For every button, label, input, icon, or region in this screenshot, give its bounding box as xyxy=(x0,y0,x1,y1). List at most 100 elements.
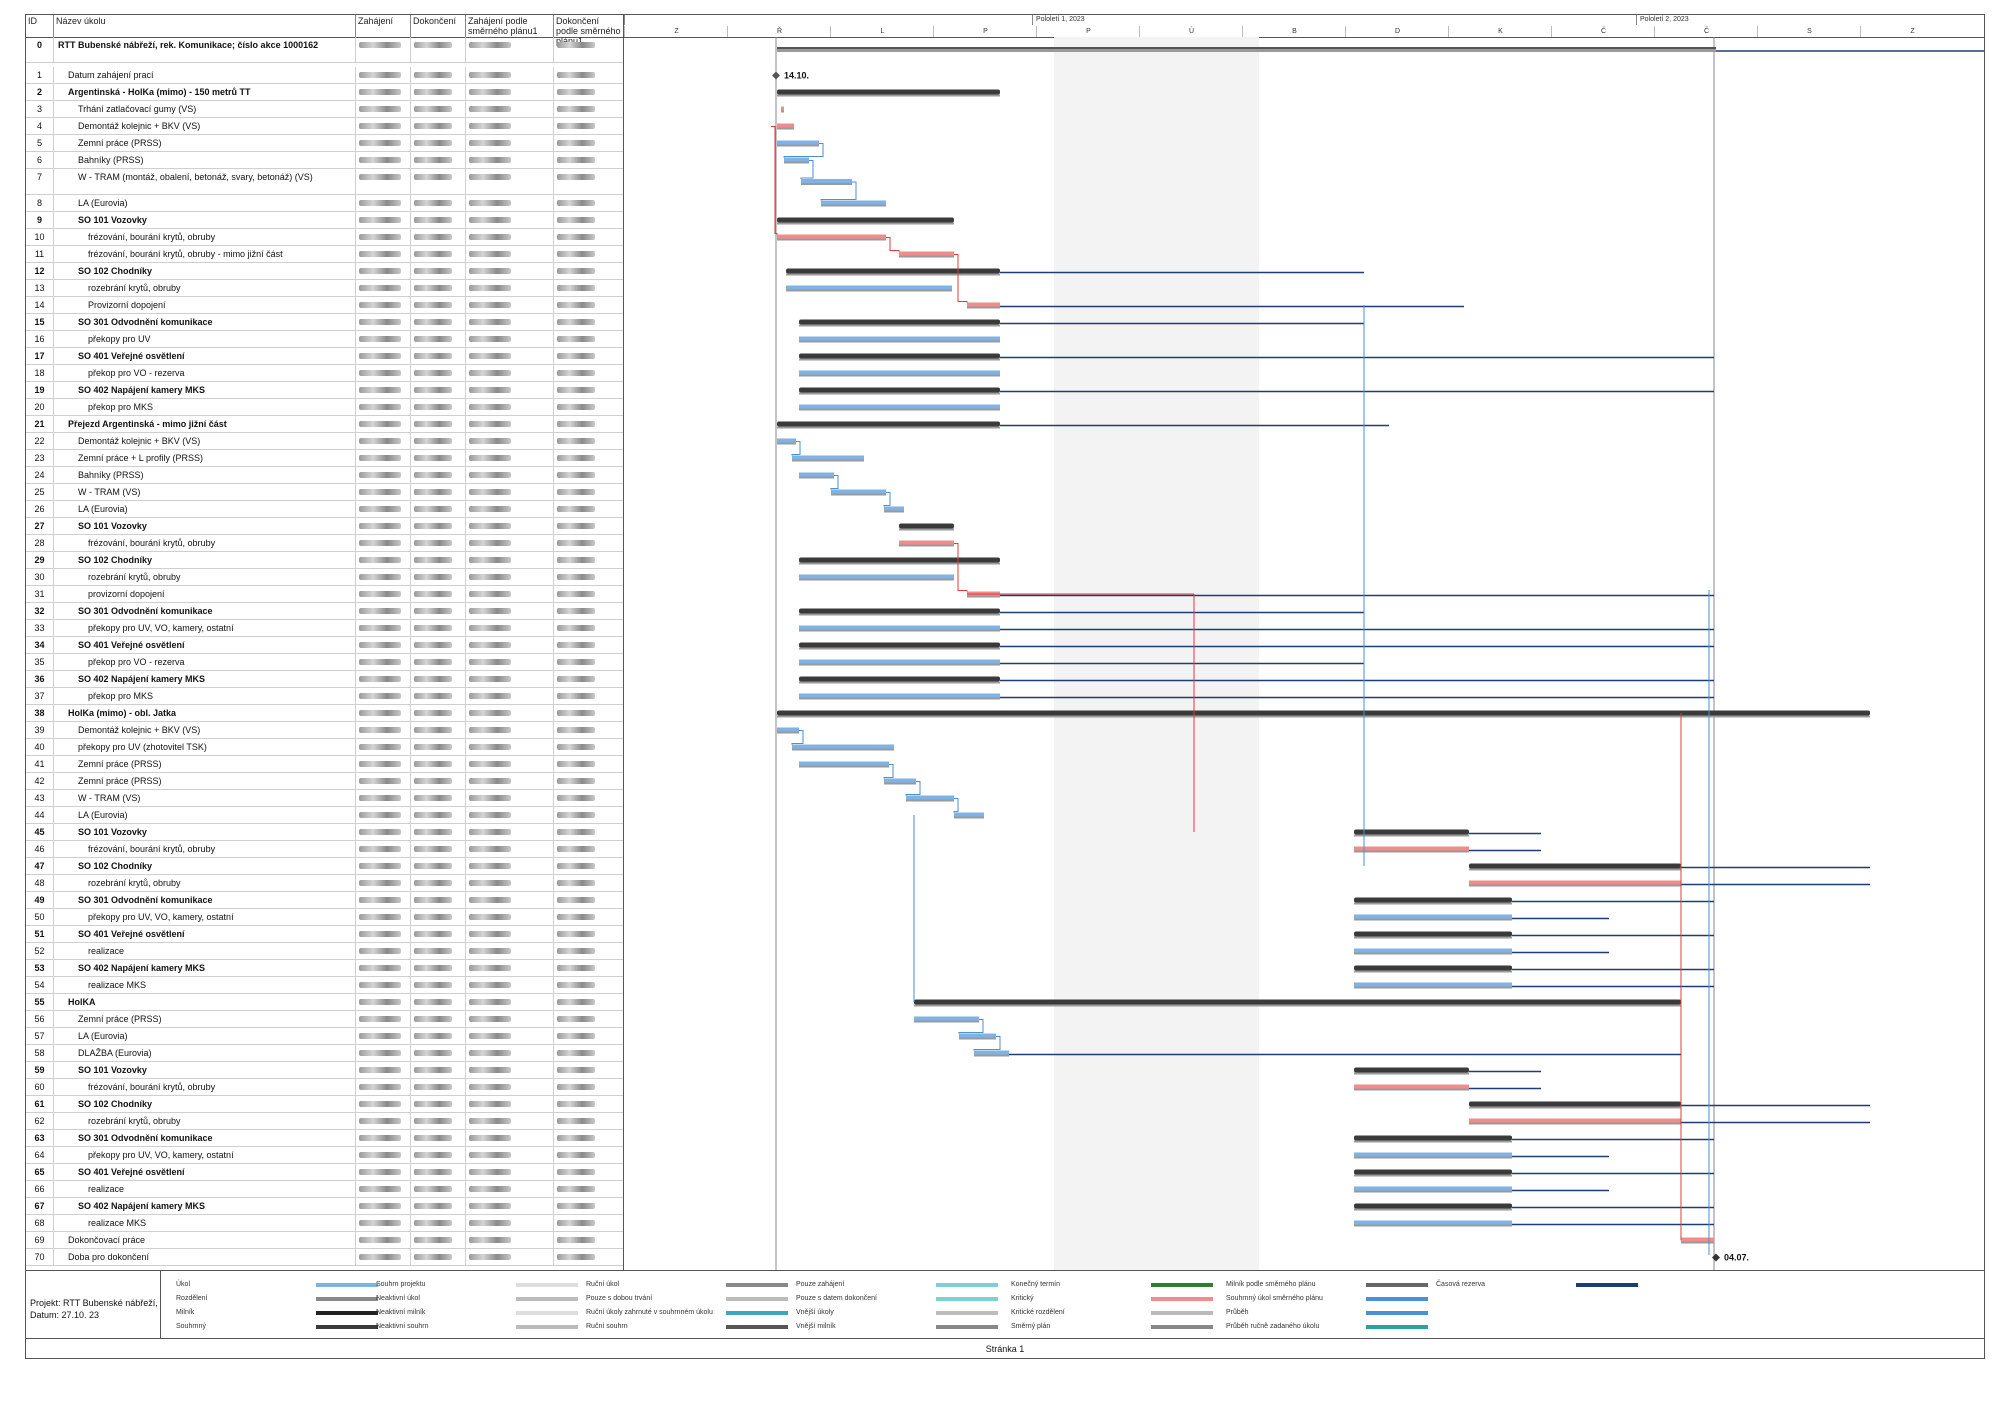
table-row[interactable]: 47 SO 102 Chodníky xyxy=(26,858,623,875)
table-row[interactable]: 53 SO 402 Napájení kamery MKS xyxy=(26,960,623,977)
table-row[interactable]: 57 LA (Eurovia) xyxy=(26,1028,623,1045)
task-name[interactable]: Přejezd Argentinská - mimo jižní část xyxy=(54,416,356,432)
task-name[interactable]: Zemní práce (PRSS) xyxy=(54,756,356,772)
table-row[interactable]: 44 LA (Eurovia) xyxy=(26,807,623,824)
table-row[interactable]: 26 LA (Eurovia) xyxy=(26,501,623,518)
table-row[interactable]: 20 překop pro MKS xyxy=(26,399,623,416)
table-row[interactable]: 54 realizace MKS xyxy=(26,977,623,994)
task-name[interactable]: SO 101 Vozovky xyxy=(54,1062,356,1078)
table-row[interactable]: 25 W - TRAM (VS) xyxy=(26,484,623,501)
table-row[interactable]: 9 SO 101 Vozovky xyxy=(26,212,623,229)
col-header-finish[interactable]: Dokončení xyxy=(411,15,466,37)
task-name[interactable]: Datum zahájení prací xyxy=(54,67,356,83)
task-name[interactable]: SO 301 Odvodnění komunikace xyxy=(54,892,356,908)
task-name[interactable]: překop pro VO - rezerva xyxy=(54,654,356,670)
table-row[interactable]: 5 Zemní práce (PRSS) xyxy=(26,135,623,152)
table-row[interactable]: 16 překopy pro UV xyxy=(26,331,623,348)
table-row[interactable]: 62 rozebrání krytů, obruby xyxy=(26,1113,623,1130)
task-name[interactable]: rozebrání krytů, obruby xyxy=(54,1113,356,1129)
table-row[interactable]: 50 překopy pro UV, VO, kamery, ostatní xyxy=(26,909,623,926)
table-row[interactable]: 22 Demontáž kolejnic + BKV (VS) xyxy=(26,433,623,450)
task-name[interactable]: LA (Eurovia) xyxy=(54,501,356,517)
task-name[interactable]: překopy pro UV xyxy=(54,331,356,347)
table-row[interactable]: 52 realizace xyxy=(26,943,623,960)
task-name[interactable]: Zemní práce (PRSS) xyxy=(54,773,356,789)
table-row[interactable]: 14 Provizorní dopojení xyxy=(26,297,623,314)
task-name[interactable]: překop pro MKS xyxy=(54,399,356,415)
table-row[interactable]: 68 realizace MKS xyxy=(26,1215,623,1232)
table-row[interactable]: 3 Trhání zatlačovací gumy (VS) xyxy=(26,101,623,118)
task-name[interactable]: SO 301 Odvodnění komunikace xyxy=(54,603,356,619)
task-name[interactable]: frézování, bourání krytů, obruby xyxy=(54,1079,356,1095)
task-name[interactable]: realizace xyxy=(54,943,356,959)
table-row[interactable]: 1 Datum zahájení prací xyxy=(26,67,623,84)
task-name[interactable]: SO 402 Napájení kamery MKS xyxy=(54,1198,356,1214)
task-name[interactable]: rozebrání krytů, obruby xyxy=(54,280,356,296)
task-name[interactable]: SO 102 Chodníky xyxy=(54,263,356,279)
task-name[interactable]: frézování, bourání krytů, obruby xyxy=(54,841,356,857)
task-name[interactable]: RTT Bubenské nábřeží, rek. Komunikace; č… xyxy=(54,37,356,62)
task-name[interactable]: HolKA xyxy=(54,994,356,1010)
table-row[interactable]: 66 realizace xyxy=(26,1181,623,1198)
table-row[interactable]: 65 SO 401 Veřejné osvětlení xyxy=(26,1164,623,1181)
table-row[interactable]: 15 SO 301 Odvodnění komunikace xyxy=(26,314,623,331)
table-row[interactable]: 46 frézování, bourání krytů, obruby xyxy=(26,841,623,858)
table-row[interactable]: 56 Zemní práce (PRSS) xyxy=(26,1011,623,1028)
task-name[interactable]: LA (Eurovia) xyxy=(54,195,356,211)
task-name[interactable]: Zemní práce (PRSS) xyxy=(54,135,356,151)
table-row[interactable]: 36 SO 402 Napájení kamery MKS xyxy=(26,671,623,688)
table-row[interactable]: 58 DLAŽBA (Eurovia) xyxy=(26,1045,623,1062)
task-name[interactable]: Demontáž kolejnic + BKV (VS) xyxy=(54,118,356,134)
table-row[interactable]: 8 LA (Eurovia) xyxy=(26,195,623,212)
table-row[interactable]: 2 Argentinská - HolKa (mimo) - 150 metrů … xyxy=(26,84,623,101)
task-name[interactable]: W - TRAM (montáž, obalení, betonáž, svar… xyxy=(54,169,356,194)
table-row[interactable]: 28 frézování, bourání krytů, obruby xyxy=(26,535,623,552)
task-name[interactable]: frézování, bourání krytů, obruby xyxy=(54,229,356,245)
table-row[interactable]: 33 překopy pro UV, VO, kamery, ostatní xyxy=(26,620,623,637)
task-name[interactable]: rozebrání krytů, obruby xyxy=(54,569,356,585)
task-name[interactable]: Dokončovací práce xyxy=(54,1232,356,1248)
task-name[interactable]: SO 301 Odvodnění komunikace xyxy=(54,314,356,330)
task-name[interactable]: SO 101 Vozovky xyxy=(54,824,356,840)
task-name[interactable]: Bahníky (PRSS) xyxy=(54,152,356,168)
col-header-name[interactable]: Název úkolu xyxy=(54,15,356,37)
table-row[interactable]: 37 překop pro MKS xyxy=(26,688,623,705)
table-row[interactable]: 43 W - TRAM (VS) xyxy=(26,790,623,807)
task-name[interactable]: SO 402 Napájení kamery MKS xyxy=(54,960,356,976)
task-name[interactable]: Bahníky (PRSS) xyxy=(54,467,356,483)
table-row[interactable]: 31 provizorní dopojení xyxy=(26,586,623,603)
task-name[interactable]: SO 401 Veřejné osvětlení xyxy=(54,1164,356,1180)
table-row[interactable]: 6 Bahníky (PRSS) xyxy=(26,152,623,169)
task-name[interactable]: frézování, bourání krytů, obruby - mimo … xyxy=(54,246,356,262)
table-row[interactable]: 23 Zemní práce + L profily (PRSS) xyxy=(26,450,623,467)
table-row[interactable]: 61 SO 102 Chodníky xyxy=(26,1096,623,1113)
table-row[interactable]: 63 SO 301 Odvodnění komunikace xyxy=(26,1130,623,1147)
task-name[interactable]: SO 401 Veřejné osvětlení xyxy=(54,348,356,364)
task-name[interactable]: SO 401 Veřejné osvětlení xyxy=(54,926,356,942)
task-name[interactable]: Provizorní dopojení xyxy=(54,297,356,313)
task-name[interactable]: provizorní dopojení xyxy=(54,586,356,602)
table-row[interactable]: 34 SO 401 Veřejné osvětlení xyxy=(26,637,623,654)
task-name[interactable]: překop pro MKS xyxy=(54,688,356,704)
table-row[interactable]: 4 Demontáž kolejnic + BKV (VS) xyxy=(26,118,623,135)
task-name[interactable]: realizace MKS xyxy=(54,1215,356,1231)
task-name[interactable]: SO 301 Odvodnění komunikace xyxy=(54,1130,356,1146)
task-name[interactable]: SO 102 Chodníky xyxy=(54,1096,356,1112)
table-row[interactable]: 27 SO 101 Vozovky xyxy=(26,518,623,535)
col-header-baseline-finish[interactable]: Dokončení podle směrného plánu1 xyxy=(554,15,623,46)
col-header-id[interactable]: ID xyxy=(26,15,54,37)
table-row[interactable]: 70 Doba pro dokončení xyxy=(26,1249,623,1266)
table-row[interactable]: 51 SO 401 Veřejné osvětlení xyxy=(26,926,623,943)
table-row[interactable]: 0 RTT Bubenské nábřeží, rek. Komunikace; … xyxy=(26,37,623,63)
task-name[interactable]: W - TRAM (VS) xyxy=(54,790,356,806)
table-row[interactable]: 11 frézování, bourání krytů, obruby - mim… xyxy=(26,246,623,263)
task-name[interactable]: realizace MKS xyxy=(54,977,356,993)
task-name[interactable]: W - TRAM (VS) xyxy=(54,484,356,500)
col-header-baseline-start[interactable]: Zahájení podle směrného plánu1 xyxy=(466,15,554,37)
table-row[interactable]: 30 rozebrání krytů, obruby xyxy=(26,569,623,586)
task-name[interactable]: SO 102 Chodníky xyxy=(54,552,356,568)
table-row[interactable]: 42 Zemní práce (PRSS) xyxy=(26,773,623,790)
table-row[interactable]: 38 HolKa (mimo) - obl. Jatka xyxy=(26,705,623,722)
task-name[interactable]: překopy pro UV, VO, kamery, ostatní xyxy=(54,909,356,925)
